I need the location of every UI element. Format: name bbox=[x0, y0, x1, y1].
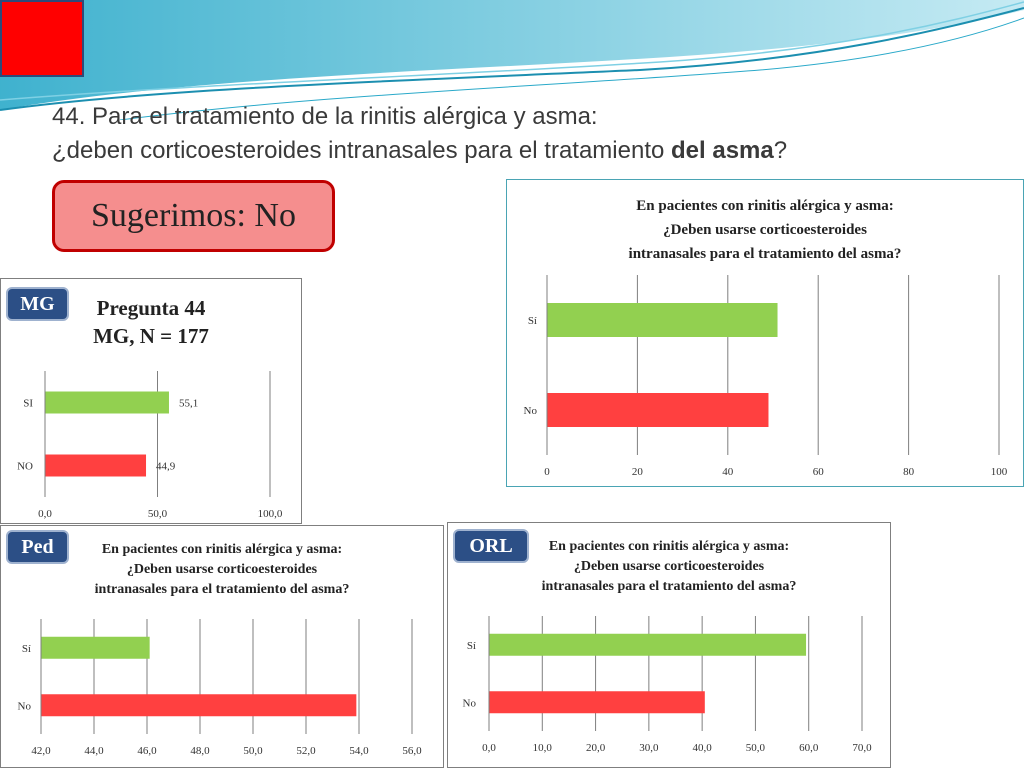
x-tick-label: 100 bbox=[991, 466, 1008, 478]
bar-no bbox=[45, 454, 147, 477]
ped-badge: Ped bbox=[6, 530, 69, 564]
chart-title-line: ¿Deben usarse corticoesteroides bbox=[573, 559, 765, 574]
x-tick-label: 56,0 bbox=[402, 745, 422, 757]
chart-title-line: En pacientes con rinitis alérgica y asma… bbox=[101, 542, 343, 557]
category-label: Sí bbox=[22, 643, 31, 655]
x-tick-label: 0,0 bbox=[482, 742, 496, 754]
chart-title-line: ¿Deben usarse corticoesteroides bbox=[663, 222, 867, 238]
ped-bar-chart: 42,0 44,0 46,0 48,0 50,0 52,0 54,0 56,0 Sí No bbox=[18, 619, 422, 757]
x-tick-label: 40,0 bbox=[693, 742, 713, 754]
x-tick-label: 0,0 bbox=[38, 508, 52, 520]
x-tick-label: 50,0 bbox=[746, 742, 766, 754]
x-tick-label: 20,0 bbox=[586, 742, 606, 754]
chart-title-line: Pregunta 44 bbox=[96, 296, 206, 320]
bar-no bbox=[547, 393, 769, 427]
data-label: 44,9 bbox=[156, 461, 176, 473]
x-tick-label: 54,0 bbox=[349, 745, 369, 757]
category-label: Sí bbox=[528, 315, 537, 327]
x-tick-label: 50,0 bbox=[148, 508, 168, 520]
category-label: No bbox=[463, 697, 477, 709]
overall-chart-panel: En pacientes con rinitis alérgica y asma… bbox=[506, 179, 1024, 487]
x-tick-label: 42,0 bbox=[31, 745, 51, 757]
x-tick-label: 70,0 bbox=[852, 742, 872, 754]
ped-chart-title: En pacientes con rinitis alérgica y asma… bbox=[1, 540, 443, 600]
bar-yes bbox=[489, 633, 807, 656]
title-line-2: ¿deben corticoesteroides intranasales pa… bbox=[52, 134, 1012, 168]
mg-bar-chart: 0,0 50,0 100,0 SI 55,1 NO 44,9 bbox=[17, 371, 283, 520]
title-line-2-bold: del asma bbox=[671, 137, 774, 164]
title-line-1: 44. Para el tratamiento de la rinitis al… bbox=[52, 103, 598, 130]
category-label: No bbox=[18, 700, 32, 712]
x-tick-label: 50,0 bbox=[243, 745, 263, 757]
overall-bar-chart: 0 20 40 60 80 100 Sí No bbox=[524, 275, 1008, 478]
bar-yes bbox=[41, 636, 150, 659]
header-wave-decoration bbox=[0, 0, 1024, 120]
bar-yes bbox=[547, 303, 778, 337]
x-tick-label: 100,0 bbox=[258, 508, 283, 520]
chart-title-line: intranasales para el tratamiento del asm… bbox=[541, 579, 797, 594]
orl-bar-chart: 0,0 10,0 20,0 30,0 40,0 50,0 60,0 70,0 Sí No bbox=[463, 616, 872, 754]
title-line-2-pre: ¿deben corticoesteroides intranasales pa… bbox=[52, 137, 672, 164]
orl-badge: ORL bbox=[453, 529, 529, 563]
mg-chart-title: Pregunta 44 MG, N = 177 bbox=[41, 294, 261, 350]
slide-title: 44. Para el tratamiento de la rinitis al… bbox=[52, 100, 1012, 168]
chart-title-line: MG, N = 177 bbox=[93, 324, 209, 348]
x-tick-label: 80 bbox=[903, 466, 915, 478]
recommendation-box: Sugerimos: No bbox=[52, 180, 335, 252]
mg-badge: MG bbox=[6, 287, 69, 321]
bar-no bbox=[489, 691, 705, 714]
category-label: No bbox=[524, 405, 538, 417]
orl-chart-panel: En pacientes con rinitis alérgica y asma… bbox=[447, 522, 891, 768]
chart-title-line: intranasales para el tratamiento del asm… bbox=[94, 582, 350, 597]
overall-chart-title: En pacientes con rinitis alérgica y asma… bbox=[507, 194, 1023, 266]
chart-title-line: intranasales para el tratamiento del asm… bbox=[628, 246, 902, 262]
orl-chart-title: En pacientes con rinitis alérgica y asma… bbox=[448, 537, 890, 597]
x-tick-label: 46,0 bbox=[137, 745, 157, 757]
x-tick-label: 40 bbox=[722, 466, 734, 478]
chart-title-line: En pacientes con rinitis alérgica y asma… bbox=[636, 198, 894, 214]
ped-chart-panel: En pacientes con rinitis alérgica y asma… bbox=[0, 525, 444, 768]
x-tick-label: 30,0 bbox=[639, 742, 659, 754]
chart-title-line: ¿Deben usarse corticoesteroides bbox=[126, 562, 318, 577]
x-tick-label: 10,0 bbox=[533, 742, 553, 754]
x-tick-label: 20 bbox=[632, 466, 644, 478]
category-label: NO bbox=[17, 461, 33, 473]
x-tick-label: 0 bbox=[544, 466, 550, 478]
category-label: Sí bbox=[467, 640, 476, 652]
x-tick-label: 44,0 bbox=[84, 745, 104, 757]
accent-square bbox=[0, 0, 84, 77]
bar-no bbox=[41, 694, 357, 717]
bar-yes bbox=[45, 391, 169, 414]
x-tick-label: 48,0 bbox=[190, 745, 210, 757]
data-label: 55,1 bbox=[179, 398, 198, 410]
title-line-2-post: ? bbox=[773, 137, 788, 164]
x-tick-label: 60 bbox=[813, 466, 825, 478]
x-tick-label: 60,0 bbox=[799, 742, 819, 754]
x-tick-label: 52,0 bbox=[296, 745, 316, 757]
chart-title-line: En pacientes con rinitis alérgica y asma… bbox=[548, 539, 790, 554]
category-label: SI bbox=[23, 398, 33, 410]
